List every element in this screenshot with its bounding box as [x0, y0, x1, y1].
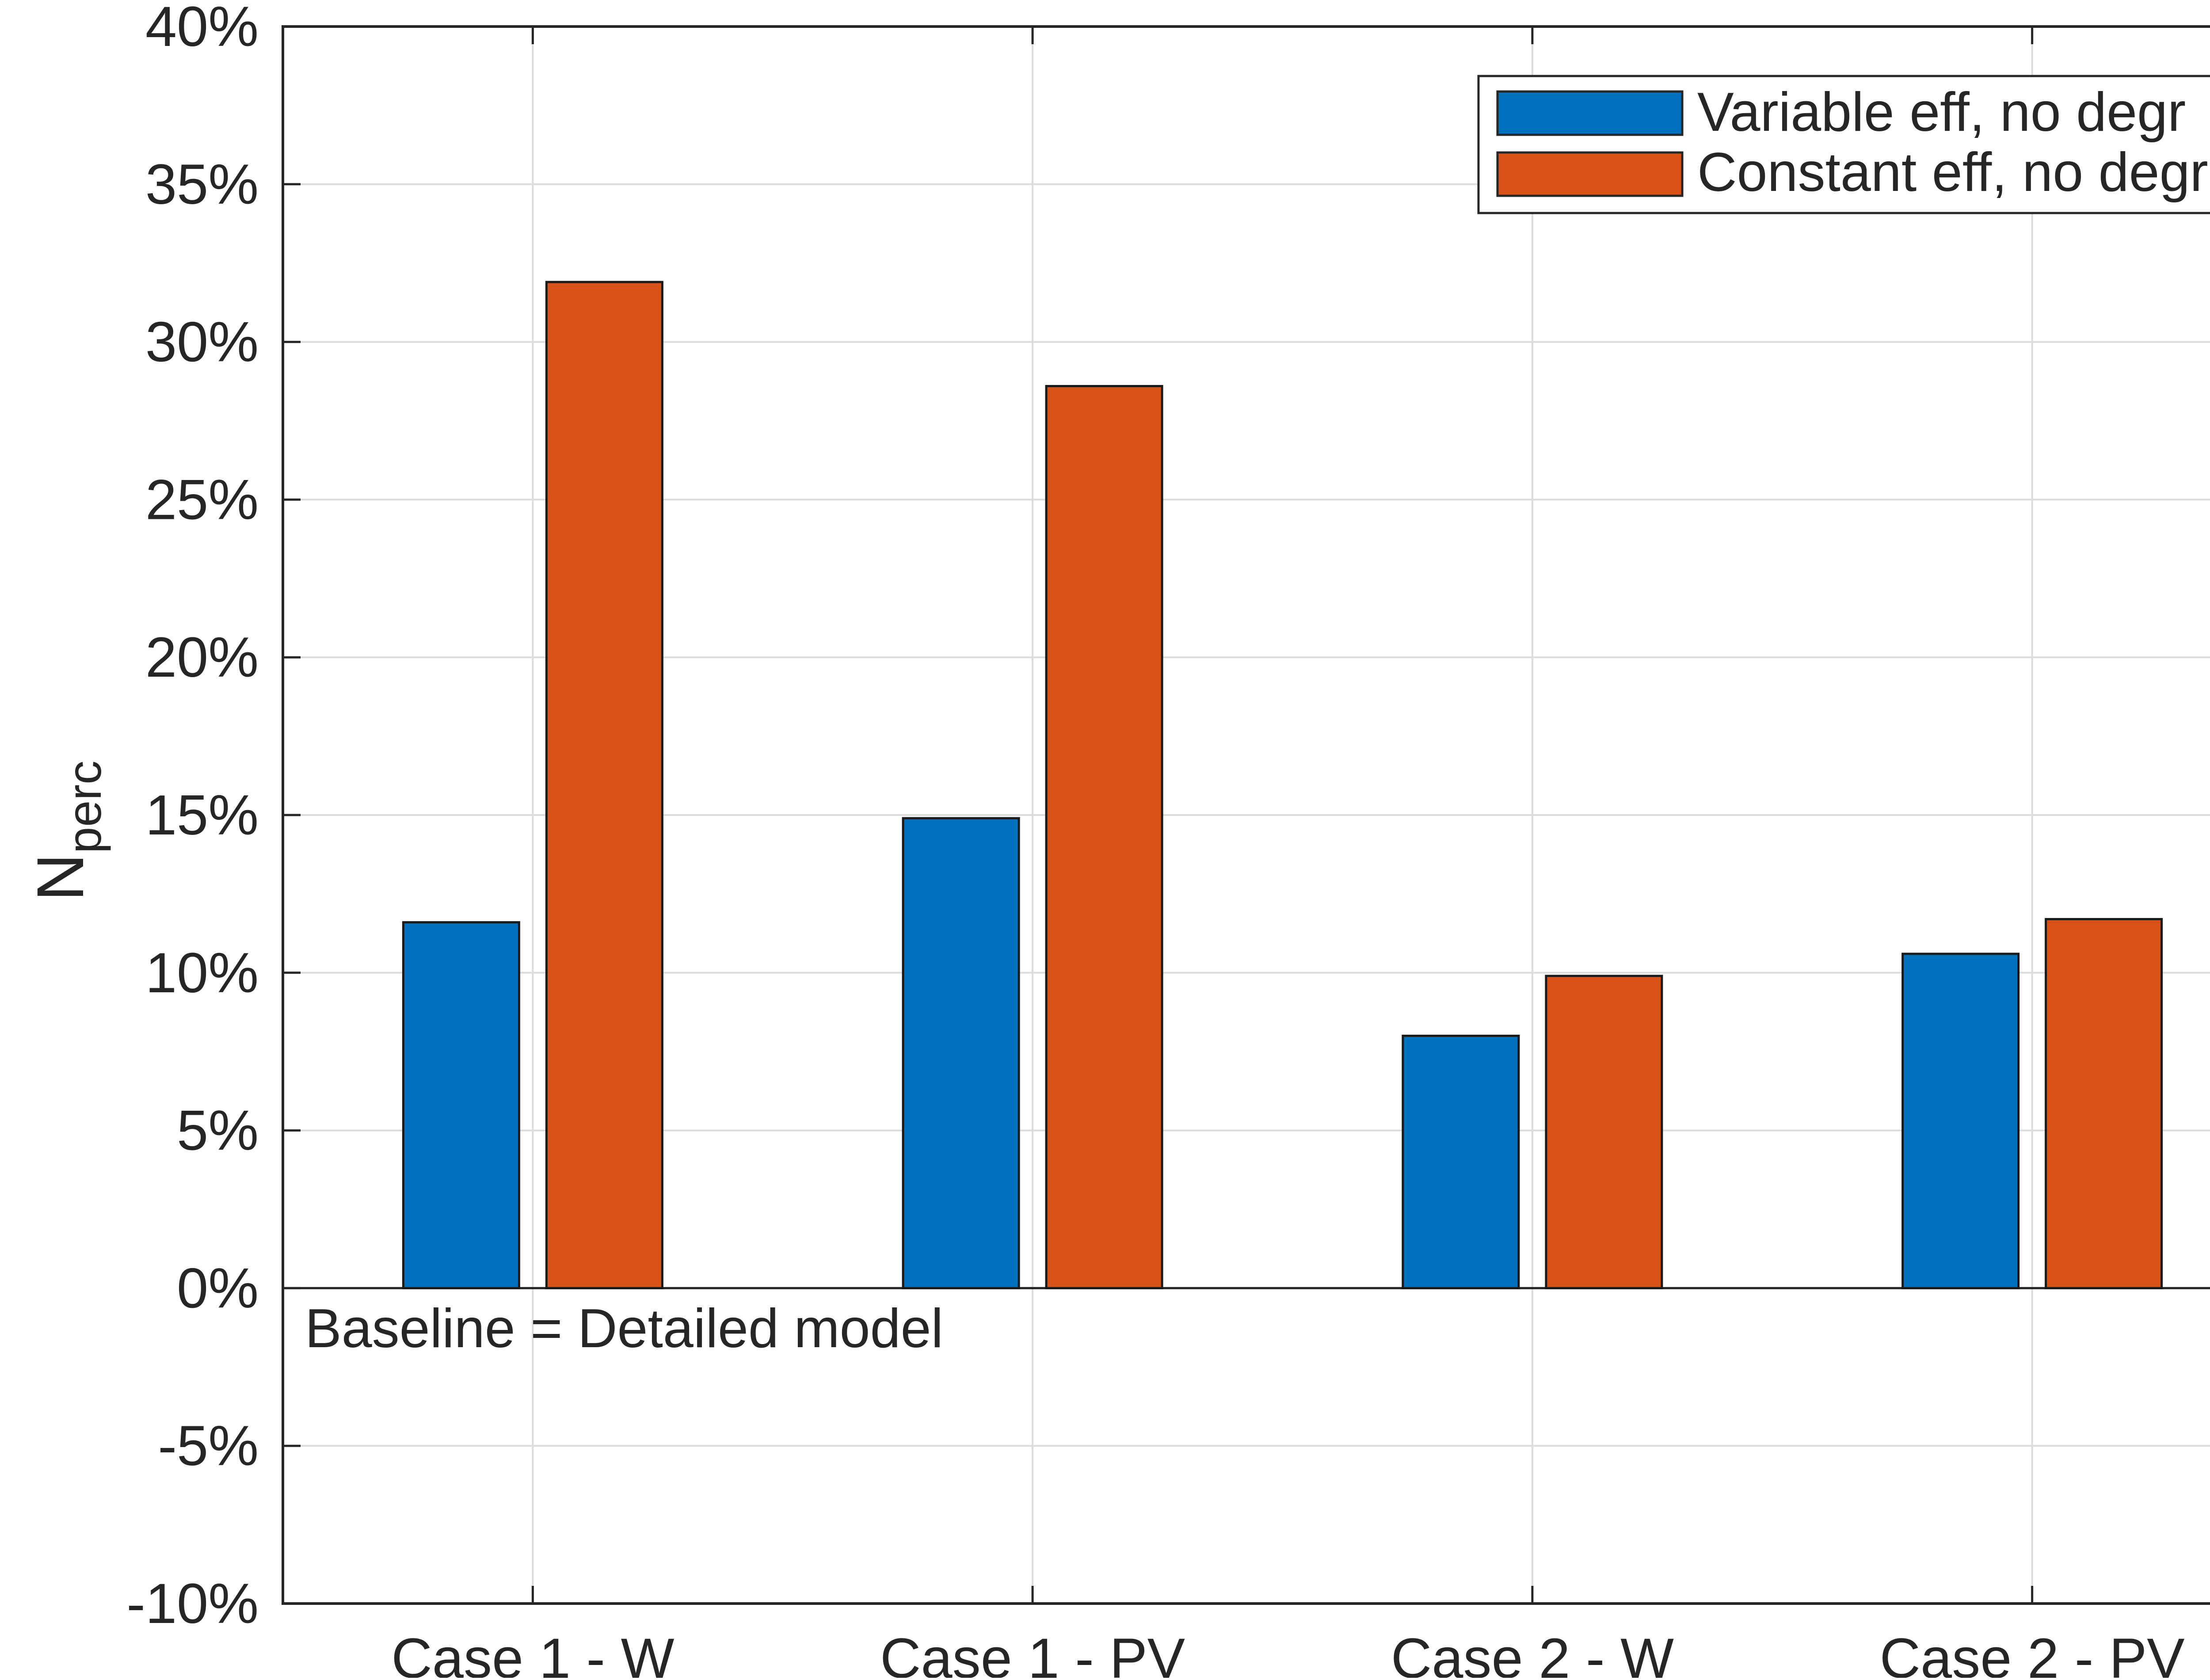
legend-item-constant: Constant eff, no degr [1496, 142, 2208, 203]
y-tick-label: 35% [145, 153, 259, 216]
x-tick-label-case-1-pv: Case 1 - PV [880, 1627, 1185, 1678]
y-tick-label: -10% [126, 1572, 259, 1635]
y-axis-label: Nperc [23, 761, 111, 901]
bar-constant-eff-no-degr-case-1-w [545, 281, 663, 1289]
x-tick-label-case-2-pv: Case 2 - PV [1880, 1627, 2185, 1678]
bar-constant-eff-no-degr-case-2-pv [2045, 918, 2163, 1289]
y-tick-label: 10% [145, 941, 259, 1005]
y-tick-label: 15% [145, 784, 259, 847]
y-tick-label: 5% [177, 1099, 259, 1162]
legend: Variable eff, no degr Constant eff, no d… [1477, 75, 2210, 214]
legend-label-variable: Variable eff, no degr [1697, 82, 2186, 143]
legend-item-variable: Variable eff, no degr [1496, 82, 2186, 143]
bar-variable-eff-no-degr-case-2-pv [1901, 952, 2020, 1289]
x-axis-ticks: Case 1 - W Case 1 - PV Case 2 - W Case 2 - … [391, 27, 2185, 1680]
bar-variable-eff-no-degr-case-1-pv [902, 817, 1020, 1289]
legend-swatch-variable [1496, 90, 1684, 136]
bar-constant-eff-no-degr-case-1-pv [1045, 385, 1163, 1289]
bar-constant-eff-no-degr-case-2-w [1545, 975, 1663, 1289]
svg-text:Nperc: Nperc [23, 761, 111, 901]
baseline-annotation: Baseline = Detailed model [305, 1298, 943, 1359]
y-axis-label-main: N [23, 853, 97, 901]
y-tick-label: 0% [177, 1257, 259, 1320]
y-tick-label: -5% [158, 1414, 259, 1478]
legend-label-constant: Constant eff, no degr [1697, 142, 2208, 203]
y-axis-ticks: -10% -5% 0% 5% 10% 15% 20% 25% 30% 35% 40% [126, 0, 301, 1635]
y-tick-label: 25% [145, 468, 259, 531]
y-tick-label: 20% [145, 626, 259, 689]
y-axis-label-subscript: perc [57, 761, 111, 853]
bar-variable-eff-no-degr-case-2-w [1402, 1035, 1520, 1289]
y-tick-label: 40% [145, 0, 259, 58]
x-tick-label-case-2-w: Case 2 - W [1391, 1627, 1674, 1678]
bar-variable-eff-no-degr-case-1-w [402, 921, 520, 1289]
legend-swatch-constant [1496, 151, 1684, 197]
x-tick-label-case-1-w: Case 1 - W [391, 1627, 674, 1678]
y-tick-label: 30% [145, 311, 259, 374]
bars [402, 281, 2163, 1289]
